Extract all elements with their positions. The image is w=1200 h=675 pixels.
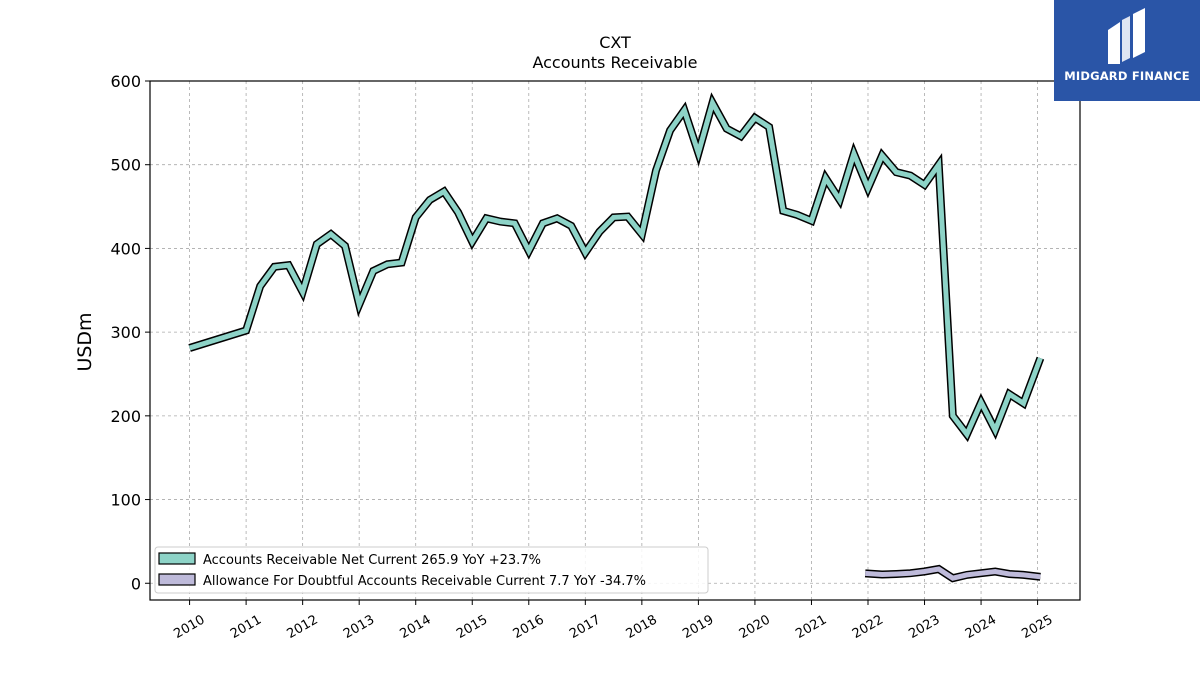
y-tick-label: 0: [131, 574, 141, 593]
y-tick-label: 300: [110, 323, 141, 342]
y-tick-label: 500: [110, 156, 141, 175]
y-tick-label: 400: [110, 239, 141, 258]
x-tick-label: 2024: [963, 612, 999, 642]
y-axis-label: USDm: [74, 312, 96, 371]
legend: Accounts Receivable Net Current 265.9 Yo…: [154, 546, 709, 594]
brand-logo: MIDGARD FINANCE: [1054, 0, 1200, 101]
x-tick-label: 2018: [624, 612, 660, 642]
x-axis: 2010 2011 2012 2013 2014 2015 2016 2017 2018 2019…: [171, 600, 1056, 642]
series-line-outline: [188, 92, 1045, 443]
legend-label: Accounts Receivable Net Current 265.9 Yo…: [203, 553, 541, 568]
y-tick-label: 600: [110, 72, 141, 91]
x-tick-label: 2021: [793, 612, 829, 642]
legend-label: Allowance For Doubtful Accounts Receivab…: [203, 574, 646, 589]
x-tick-label: 2023: [906, 612, 942, 642]
chart-subtitle: Accounts Receivable: [532, 53, 697, 72]
x-tick-label: 2022: [850, 612, 886, 642]
x-tick-label: 2013: [341, 612, 377, 642]
x-tick-label: 2014: [398, 612, 434, 642]
plot-frame: [149, 80, 1081, 601]
x-tick-label: 2012: [284, 612, 320, 642]
x-tick-label: 2017: [567, 612, 603, 642]
series-line: [865, 566, 1041, 581]
series-group: [188, 92, 1045, 583]
x-tick-label: 2016: [511, 612, 547, 642]
series-line: [188, 96, 1043, 440]
chart-title: CXT: [599, 33, 631, 52]
y-tick-label: 200: [110, 407, 141, 426]
x-tick-label: 2019: [680, 612, 716, 642]
x-tick-label: 2015: [454, 612, 490, 642]
y-tick-label: 100: [110, 491, 141, 510]
y-axis: 0 100 200 300 400 500 600: [110, 72, 150, 593]
x-tick-label: 2020: [737, 612, 773, 642]
legend-frame: [154, 546, 709, 594]
x-tick-label: 2011: [228, 612, 264, 642]
x-tick-label: 2025: [1019, 612, 1055, 642]
legend-swatch: [158, 573, 196, 586]
x-tick-label: 2010: [171, 612, 207, 642]
brand-name: MIDGARD FINANCE: [1064, 69, 1190, 83]
midgard-logo-icon: [1108, 8, 1145, 64]
legend-swatch: [158, 552, 196, 565]
